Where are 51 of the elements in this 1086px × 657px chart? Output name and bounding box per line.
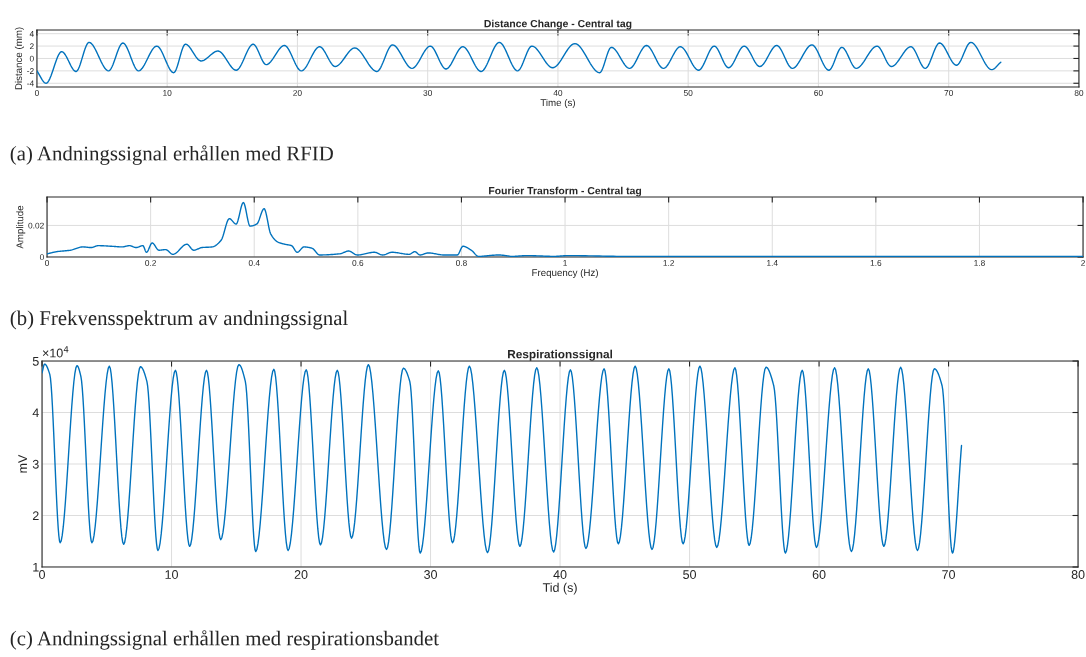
x-tick-label: 0.4 [248,260,260,266]
x-tick-label: 0.2 [145,260,156,266]
y-tick-label: 1 [33,562,39,572]
y-tick-label: 0.02 [28,222,44,229]
text: (c) Andningssignal erhållen med respirationsbandet [10,630,439,650]
y-tick-label: 0 [29,55,34,62]
x-tick-label: 1.8 [974,260,985,266]
x-tick-label: 30 [424,570,438,579]
y-tick-label: -2 [27,68,34,74]
x-tick-label: 50 [683,89,693,96]
x-tick-label: 20 [294,570,308,579]
x-tick-label: 40 [553,570,567,579]
chart-title: Fourier Transform - Central tag [489,186,642,197]
x-tick-label: 0.8 [455,260,467,266]
y-tick-label: 4 [29,30,34,37]
y-tick-label: 2 [32,511,39,521]
y-axis-title: Distance (mm) [14,27,24,90]
x-tick-label: 10 [163,89,172,96]
x-tick-label: 70 [942,570,956,579]
x-tick-label: 0 [45,260,50,266]
x-tick-label: 60 [812,570,826,579]
x-tick-label: 60 [814,89,823,96]
x-tick-label: 10 [165,570,178,579]
y-tick-label: 4 [32,408,39,418]
x-axis-title: Frequency (Hz) [532,268,598,279]
x-axis-title: Time (s) [540,98,575,108]
x-tick-label: 1.2 [663,260,675,266]
x-tick-label: 1.4 [767,260,778,266]
x-tick-label: 2 [1081,260,1085,266]
chart-title: Respirationssignal [508,349,613,361]
y-axis-title: Amplitude [16,205,26,249]
text: (a) Andningssignal erhållen med RFID [10,145,333,165]
x-tick-label: 80 [1074,89,1084,96]
x-tick-label: 0.6 [352,260,364,266]
chart-title: Distance Change - Central tag [484,19,632,30]
x-axis-title: Tid (s) [542,582,577,595]
y-axis-title: mV [18,454,27,473]
text: ×10$^{4}$ [42,346,69,358]
y-tick-label: 5 [32,356,39,366]
x-tick-label: 40 [553,89,563,96]
x-tick-label: 1 [563,260,567,266]
x-tick-label: 50 [683,570,697,579]
text: (b) Frekvensspektrum av andningssignal [10,310,348,330]
y-tick-label: 3 [32,459,39,469]
x-tick-label: 30 [423,89,432,96]
x-tick-label: 1.6 [870,260,882,266]
x-tick-label: 70 [944,89,953,96]
x-tick-label: 80 [1071,570,1085,579]
x-tick-label: 20 [293,89,302,96]
y-tick-label: 2 [29,43,34,50]
y-tick-label: -4 [27,80,34,87]
